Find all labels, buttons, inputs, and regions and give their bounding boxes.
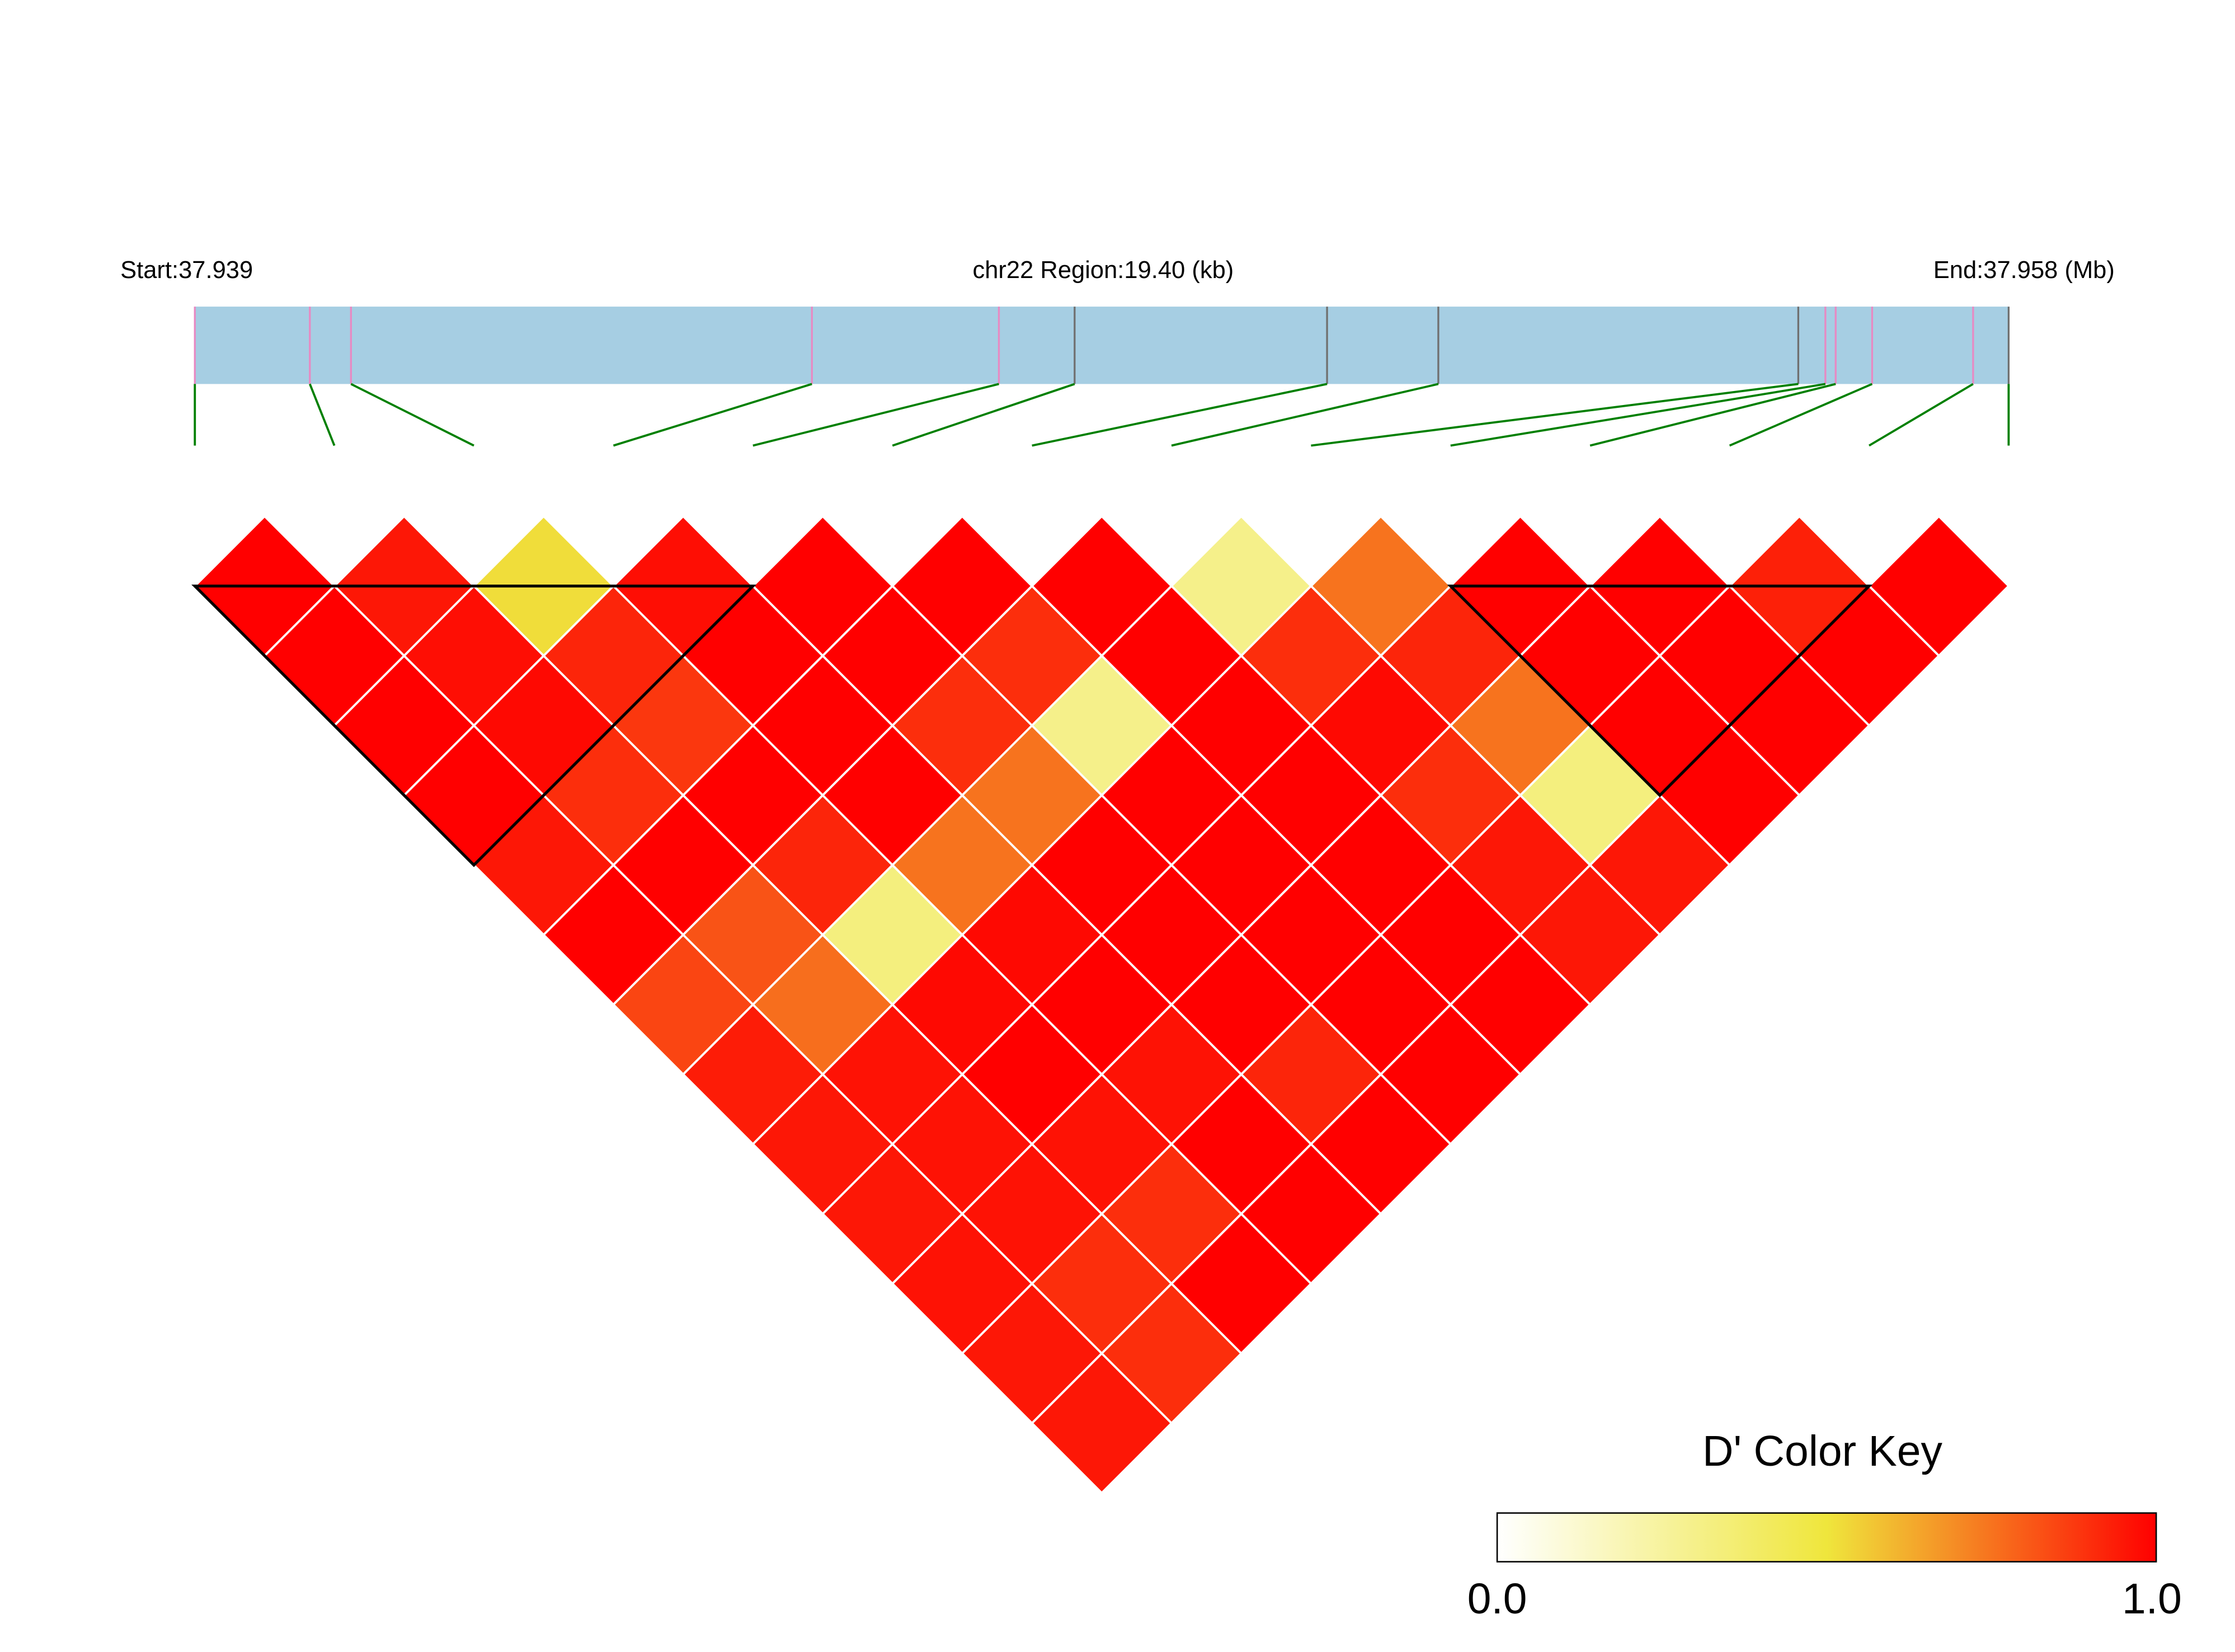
ld-cell <box>1030 1352 1173 1495</box>
genetic-map: Start:37.939 chr22 Region:19.40 (kb) End… <box>120 257 2115 447</box>
snp-connector-line <box>1171 383 1439 447</box>
snp-connector-line <box>1869 383 1974 447</box>
haplotype-blocks <box>191 584 1873 867</box>
color-key-min-label: 0.0 <box>1467 1575 1527 1623</box>
snp-connector-line <box>1729 383 1873 447</box>
snp-connector-line <box>309 383 336 446</box>
snp-connector-line <box>752 383 999 447</box>
snp-connectors <box>194 383 2010 447</box>
end-label: End:37.958 (Mb) <box>1933 257 2115 284</box>
color-key-gradient <box>1496 1512 2157 1562</box>
color-key-max-label: 1.0 <box>2122 1575 2182 1623</box>
color-key-title: D' Color Key <box>1702 1427 1942 1475</box>
snp-connector-line <box>1450 383 1826 447</box>
haplotype-block-outline <box>1447 584 1873 798</box>
genetic-map-bar <box>195 307 2009 384</box>
color-key: D' Color Key 0.0 1.0 <box>1467 1427 2182 1623</box>
snp-markers <box>194 307 2010 384</box>
snp-connector-line <box>1032 383 1328 447</box>
haplotype-block-outline <box>191 584 757 867</box>
snp-connector-line <box>350 383 474 447</box>
snp-connector-line <box>1311 383 1799 447</box>
snp-connector-line <box>613 383 812 447</box>
start-label: Start:37.939 <box>120 257 253 284</box>
snp-connector-line <box>1589 383 1836 447</box>
snp-connector-line <box>892 383 1075 447</box>
ld-cells <box>193 515 2011 1495</box>
region-label: chr22 Region:19.40 (kb) <box>972 257 1234 284</box>
